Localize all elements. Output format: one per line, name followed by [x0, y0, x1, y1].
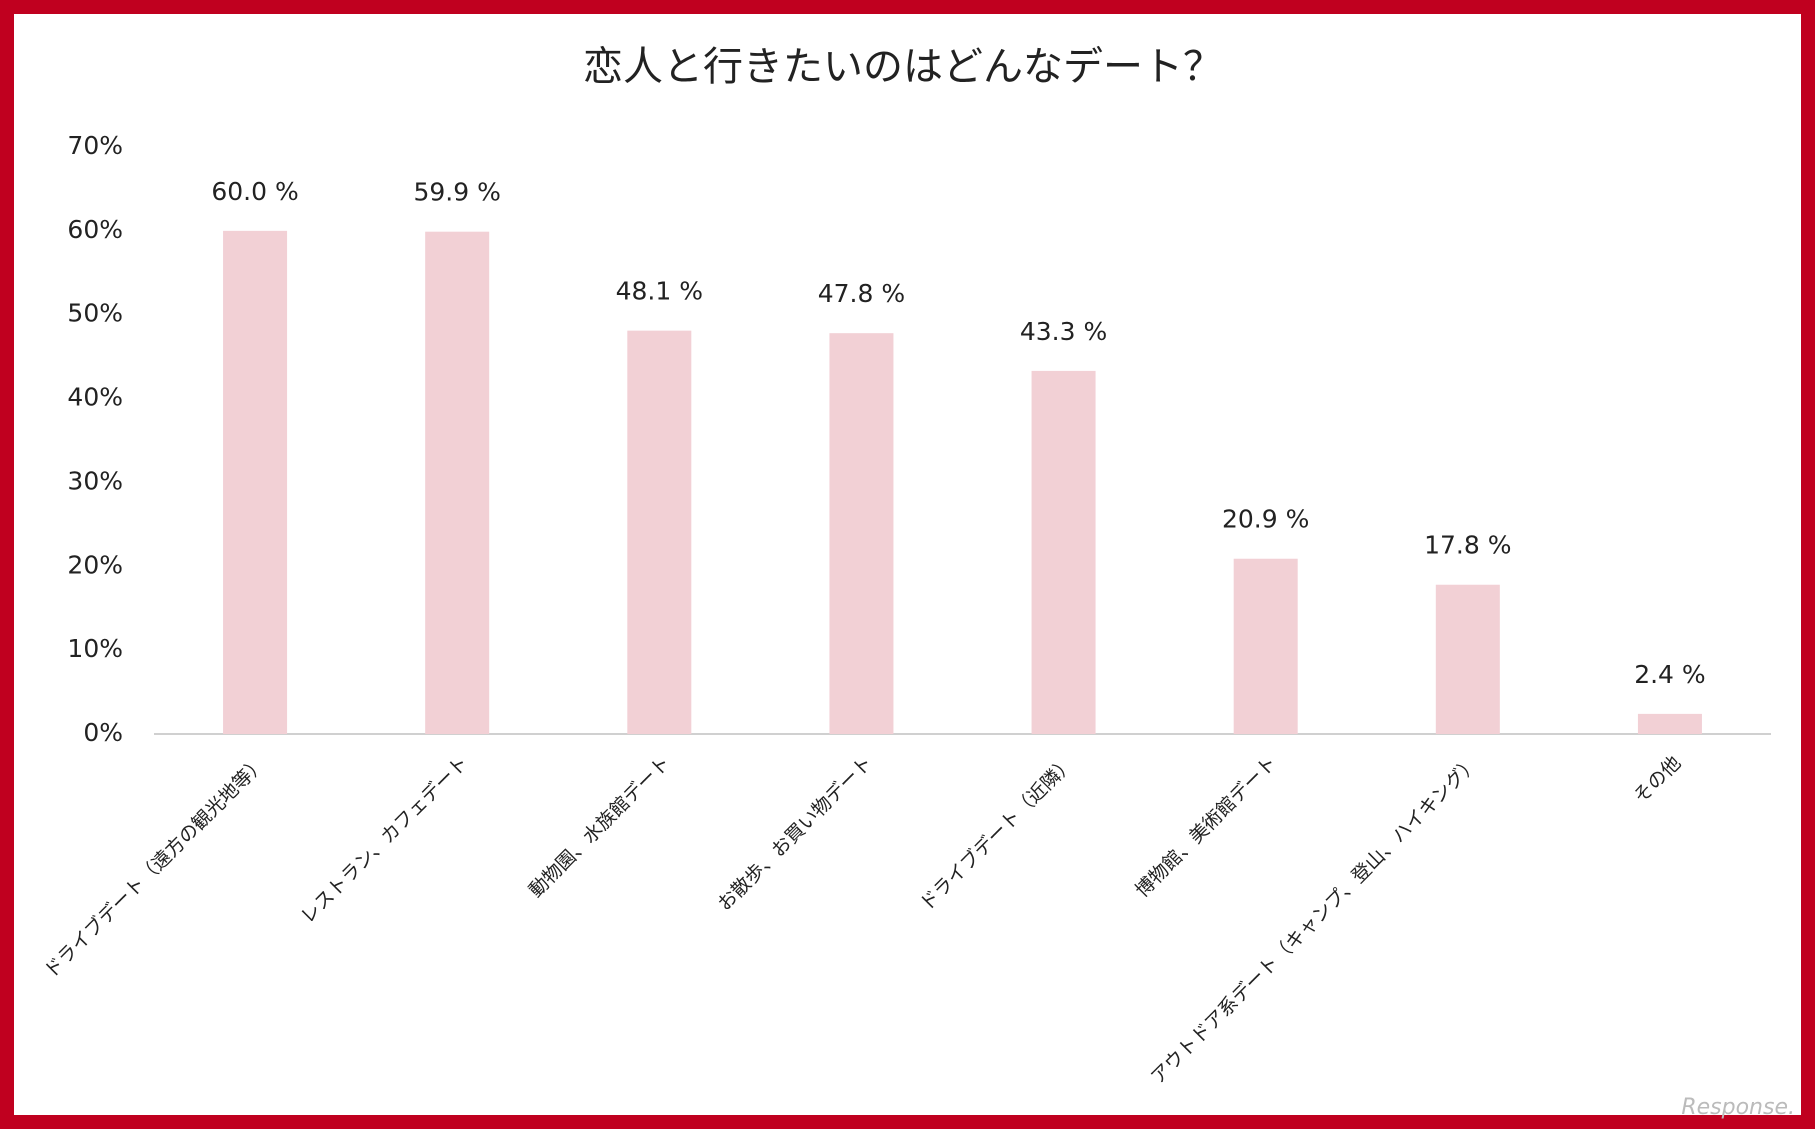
value-label: 43.3 % [1020, 317, 1107, 346]
value-label: 48.1 % [616, 277, 703, 306]
bar [1031, 370, 1096, 734]
bar [627, 330, 692, 734]
y-tick-label: 40% [67, 383, 123, 412]
watermark: Response. [1681, 1095, 1795, 1120]
y-tick-label: 60% [67, 215, 123, 244]
value-label: 17.8 % [1424, 531, 1511, 560]
value-label: 2.4 % [1634, 660, 1705, 689]
y-tick-label: 70% [67, 131, 123, 160]
bar [829, 333, 894, 734]
value-label: 47.8 % [818, 279, 905, 308]
value-label: 60.0 % [211, 177, 298, 206]
value-label: 59.9 % [414, 178, 501, 207]
y-tick-label: 30% [67, 466, 123, 495]
y-tick-label: 0% [83, 718, 123, 747]
y-tick-label: 50% [67, 299, 123, 328]
value-label: 20.9 % [1222, 505, 1309, 534]
chart-title: 恋人と行きたいのはどんなデート？ [583, 44, 1223, 90]
bar [1435, 584, 1500, 734]
bar [1233, 558, 1298, 734]
bar [425, 231, 490, 734]
bar [223, 230, 288, 734]
bar [1637, 713, 1702, 734]
y-tick-label: 20% [67, 550, 123, 579]
y-tick-label: 10% [67, 634, 123, 663]
